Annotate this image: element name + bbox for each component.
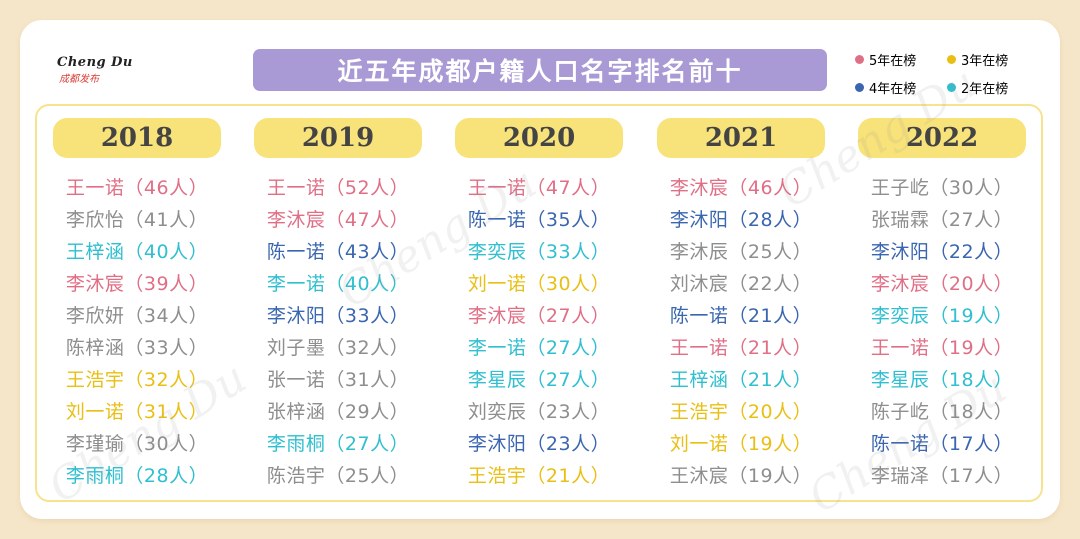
name-entry: 李瑞泽（17人） [870, 464, 1014, 487]
name-entry: 陈一诺（43人） [266, 240, 410, 263]
name-entry: 李沐宸（39人） [65, 272, 209, 295]
name-entry: 王子屹（30人） [870, 176, 1014, 199]
name-entry: 陈一诺（17人） [870, 432, 1014, 455]
name-entry: 王梓涵（21人） [669, 368, 813, 391]
legend-label: 4年在榜 [869, 82, 917, 97]
name-entry: 张梓涵（29人） [266, 400, 410, 423]
name-entry: 王一诺（19人） [870, 336, 1014, 359]
name-entry: 李瑾瑜（30人） [65, 432, 209, 455]
year-label: 2020 [502, 123, 576, 153]
legend-item-4-years: 4年在榜 [855, 78, 916, 97]
info-card [20, 20, 1060, 519]
name-entry: 李欣怡（41人） [65, 208, 209, 231]
name-entry: 李沐阳（23人） [467, 432, 611, 455]
name-entry: 王梓涵（40人） [65, 240, 209, 263]
logo-text-cn: 成都发布 [59, 74, 99, 85]
legend: 5年在榜 3年在榜 4年在榜 2年在榜 [855, 48, 1035, 97]
name-entry: 刘一诺（19人） [669, 432, 813, 455]
legend-label: 5年在榜 [869, 54, 917, 69]
year-label: 2018 [100, 123, 174, 153]
name-entry: 陈一诺（35人） [467, 208, 611, 231]
name-entry: 王一诺（47人） [467, 176, 611, 199]
year-header: 2020 [455, 118, 623, 158]
name-entry: 李沐阳（33人） [266, 304, 410, 327]
year-column-2019: 2019 王一诺（52人） 李沐宸（47人） 陈一诺（43人） 李一诺（40人） 李沐阳（… [254, 118, 422, 498]
legend-item-3-years: 3年在榜 [947, 50, 1008, 69]
name-entry: 李雨桐（27人） [266, 432, 410, 455]
name-entry: 李沐阳（22人） [870, 240, 1014, 263]
name-entry: 李沐宸（20人） [870, 272, 1014, 295]
name-entry: 李一诺（40人） [266, 272, 410, 295]
name-entry: 王浩宇（32人） [65, 368, 209, 391]
name-entry: 张一诺（31人） [266, 368, 410, 391]
name-entry: 王浩宇（20人） [669, 400, 813, 423]
page-title: 近五年成都户籍人口名字排名前十 [337, 57, 743, 86]
name-entry: 陈浩宇（25人） [266, 464, 410, 487]
name-entry: 李奕辰（33人） [467, 240, 611, 263]
name-entry: 李沐宸（47人） [266, 208, 410, 231]
year-column-2021: 2021 李沐宸（46人） 李沐阳（28人） 李沐辰（25人） 刘沐宸（22人） 陈一诺（… [657, 118, 825, 498]
name-entry: 李沐宸（46人） [669, 176, 813, 199]
name-entry: 张瑞霖（27人） [870, 208, 1014, 231]
name-entry: 王一诺（21人） [669, 336, 813, 359]
year-column-2018: 2018 王一诺（46人） 李欣怡（41人） 王梓涵（40人） 李沐宸（39人） 李欣妍（… [53, 118, 221, 498]
year-header: 2022 [858, 118, 1026, 158]
legend-label: 3年在榜 [961, 54, 1009, 69]
year-header: 2021 [657, 118, 825, 158]
name-entry: 李雨桐（28人） [65, 464, 209, 487]
name-entry: 李奕辰（19人） [870, 304, 1014, 327]
legend-item-5-years: 5年在榜 [855, 50, 916, 69]
legend-dot-2-icon [947, 83, 956, 92]
year-label: 2021 [704, 123, 778, 153]
title-banner: 近五年成都户籍人口名字排名前十 [253, 49, 827, 91]
name-entry: 李沐辰（25人） [669, 240, 813, 263]
name-entry: 刘奕辰（23人） [467, 400, 611, 423]
name-entry: 王浩宇（21人） [467, 464, 611, 487]
legend-label: 2年在榜 [961, 82, 1009, 97]
name-entry: 刘沐宸（22人） [669, 272, 813, 295]
name-entry: 陈梓涵（33人） [65, 336, 209, 359]
name-entry: 王一诺（46人） [65, 176, 209, 199]
year-header: 2018 [53, 118, 221, 158]
year-label: 2022 [905, 123, 979, 153]
name-entry: 李星辰（18人） [870, 368, 1014, 391]
rankings-panel [35, 104, 1043, 502]
year-column-2022: 2022 王子屹（30人） 张瑞霖（27人） 李沐阳（22人） 李沐宸（20人） 李奕辰（… [858, 118, 1026, 498]
name-entry: 李沐宸（27人） [467, 304, 611, 327]
name-entry: 陈一诺（21人） [669, 304, 813, 327]
name-entry: 刘一诺（30人） [467, 272, 611, 295]
year-label: 2019 [301, 123, 375, 153]
year-header: 2019 [254, 118, 422, 158]
name-entry: 王沐宸（19人） [669, 464, 813, 487]
name-entry: 刘一诺（31人） [65, 400, 209, 423]
name-entry: 王一诺（52人） [266, 176, 410, 199]
year-column-2020: 2020 王一诺（47人） 陈一诺（35人） 李奕辰（33人） 刘一诺（30人） 李沐宸（… [455, 118, 623, 498]
legend-dot-4-icon [855, 83, 864, 92]
name-entry: 李沐阳（28人） [669, 208, 813, 231]
legend-item-2-years: 2年在榜 [947, 78, 1008, 97]
name-entry: 李欣妍（34人） [65, 304, 209, 327]
chengdu-logo: Cheng Du 成都发布 [57, 55, 132, 87]
name-entry: 李星辰（27人） [467, 368, 611, 391]
name-entry: 李一诺（27人） [467, 336, 611, 359]
legend-dot-5-icon [855, 55, 864, 64]
legend-dot-3-icon [947, 55, 956, 64]
logo-text-en: Cheng Du [57, 55, 133, 70]
name-entry: 陈子屹（18人） [870, 400, 1014, 423]
name-entry: 刘子墨（32人） [266, 336, 410, 359]
